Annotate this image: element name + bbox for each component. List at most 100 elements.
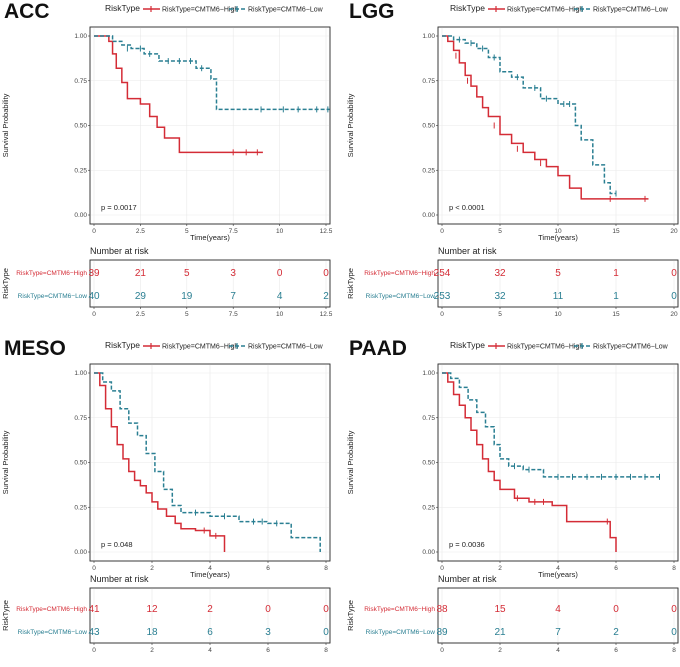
risk-row-label-low: RiskType=CMTM6−Low [18, 629, 88, 636]
x-tick-label: 0 [92, 565, 96, 572]
risk-count-low: 43 [88, 627, 100, 638]
risk-x-tick-label: 6 [614, 647, 618, 654]
legend-title: RiskType [450, 3, 485, 13]
risk-x-tick-label: 0 [92, 647, 96, 654]
y-tick-label: 0.00 [74, 212, 87, 219]
panel-title: LGG [349, 0, 395, 23]
p-value: p = 0.0036 [449, 540, 485, 549]
x-axis-title: Time(years) [538, 570, 578, 579]
y-tick-label: 0.00 [422, 549, 435, 556]
y-tick-label: 0.00 [74, 549, 87, 556]
risk-count-high: 41 [88, 604, 100, 615]
risk-count-low: 32 [494, 291, 506, 302]
risk-row-label-high: RiskType=CMTM6−High [16, 606, 87, 613]
risk-count-high: 0 [265, 604, 271, 615]
x-tick-label: 2 [150, 565, 154, 572]
risk-count-low: 3 [265, 627, 271, 638]
risk-x-tick-label: 0 [92, 311, 96, 318]
km-curve-low [442, 372, 660, 478]
risk-x-tick-label: 5 [498, 311, 502, 318]
x-tick-label: 6 [266, 565, 270, 572]
x-tick-label: 7.5 [229, 228, 238, 235]
y-axis-title: Survival Probability [1, 93, 10, 157]
p-value: p = 0.048 [101, 540, 133, 549]
km-panel-paad: PAAD RiskType RiskType=CMTM6−High RiskType=… [346, 337, 679, 654]
risk-count-low: 11 [553, 291, 564, 302]
legend-low-label: RiskType=CMTM6−Low [248, 344, 324, 351]
risk-row-label-low: RiskType=CMTM6−Low [366, 629, 436, 636]
risk-count-high: 15 [494, 604, 506, 615]
risk-count-high: 254 [434, 268, 451, 279]
risk-count-low: 21 [494, 627, 506, 638]
panel-title: ACC [4, 0, 50, 23]
risk-count-low: 4 [277, 291, 283, 302]
risk-x-tick-label: 12.5 [320, 311, 333, 318]
y-tick-label: 1.00 [74, 33, 87, 40]
legend-high-label: RiskType=CMTM6−High [162, 7, 238, 14]
risk-count-high: 39 [88, 268, 100, 279]
legend-low-label: RiskType=CMTM6−Low [248, 7, 324, 14]
plot-border [89, 26, 331, 225]
legend-high-label: RiskType=CMTM6−High [162, 344, 238, 351]
risk-count-high: 0 [613, 604, 619, 615]
legend-title: RiskType [450, 340, 485, 350]
y-axis-title: Survival Probability [346, 430, 355, 494]
y-tick-label: 0.75 [422, 78, 435, 85]
risk-count-low: 7 [555, 627, 561, 638]
risk-row-label-high: RiskType=CMTM6−High [364, 270, 435, 277]
x-tick-label: 8 [672, 565, 676, 572]
risk-table-border [437, 259, 679, 308]
legend-low-label: RiskType=CMTM6−Low [593, 344, 669, 351]
y-axis-title: Survival Probability [346, 93, 355, 157]
x-tick-label: 5 [185, 228, 189, 235]
risk-y-axis-title: RiskType [346, 268, 355, 299]
y-tick-label: 1.00 [422, 370, 435, 377]
km-curve-high [442, 35, 649, 200]
risk-count-high: 1 [613, 268, 619, 279]
risk-count-high: 3 [230, 268, 236, 279]
plot-border [437, 26, 679, 225]
y-tick-label: 0.00 [422, 212, 435, 219]
x-tick-label: 5 [498, 228, 502, 235]
risk-count-high: 21 [135, 268, 147, 279]
risk-count-high: 5 [184, 268, 190, 279]
risk-x-tick-label: 2 [498, 647, 502, 654]
x-tick-label: 4 [556, 565, 560, 572]
y-tick-label: 0.50 [74, 460, 87, 467]
risk-row-label-high: RiskType=CMTM6−High [364, 606, 435, 613]
risk-count-low: 89 [436, 627, 448, 638]
km-curve-low [94, 372, 321, 552]
risk-x-tick-label: 5 [185, 311, 189, 318]
risk-x-tick-label: 6 [266, 647, 270, 654]
risk-count-low: 0 [323, 627, 329, 638]
legend-high-label: RiskType=CMTM6−High [507, 7, 583, 14]
x-tick-label: 4 [208, 565, 212, 572]
x-tick-label: 20 [670, 228, 678, 235]
y-tick-label: 0.50 [422, 123, 435, 130]
risk-y-axis-title: RiskType [346, 600, 355, 631]
risk-count-low: 2 [323, 291, 329, 302]
risk-x-tick-label: 10 [276, 311, 284, 318]
risk-x-tick-label: 8 [324, 647, 328, 654]
y-tick-label: 0.25 [422, 504, 435, 511]
risk-count-low: 2 [613, 627, 619, 638]
x-tick-label: 10 [554, 228, 562, 235]
risk-count-low: 18 [146, 627, 158, 638]
risk-table-title: Number at risk [90, 246, 149, 256]
y-axis-title: Survival Probability [1, 430, 10, 494]
legend-title: RiskType [105, 3, 140, 13]
plot-border [437, 363, 679, 562]
km-curve-high [442, 372, 617, 552]
x-tick-label: 0 [440, 228, 444, 235]
risk-count-low: 29 [135, 291, 147, 302]
x-axis-title: Time(years) [190, 570, 230, 579]
panel-title: MESO [4, 337, 66, 360]
y-tick-label: 1.00 [74, 370, 87, 377]
risk-x-tick-label: 8 [672, 647, 676, 654]
risk-x-tick-label: 2.5 [136, 311, 145, 318]
x-axis-title: Time(years) [538, 233, 578, 242]
km-curve-high [94, 372, 226, 552]
risk-count-high: 0 [323, 604, 329, 615]
risk-count-high: 32 [494, 268, 506, 279]
